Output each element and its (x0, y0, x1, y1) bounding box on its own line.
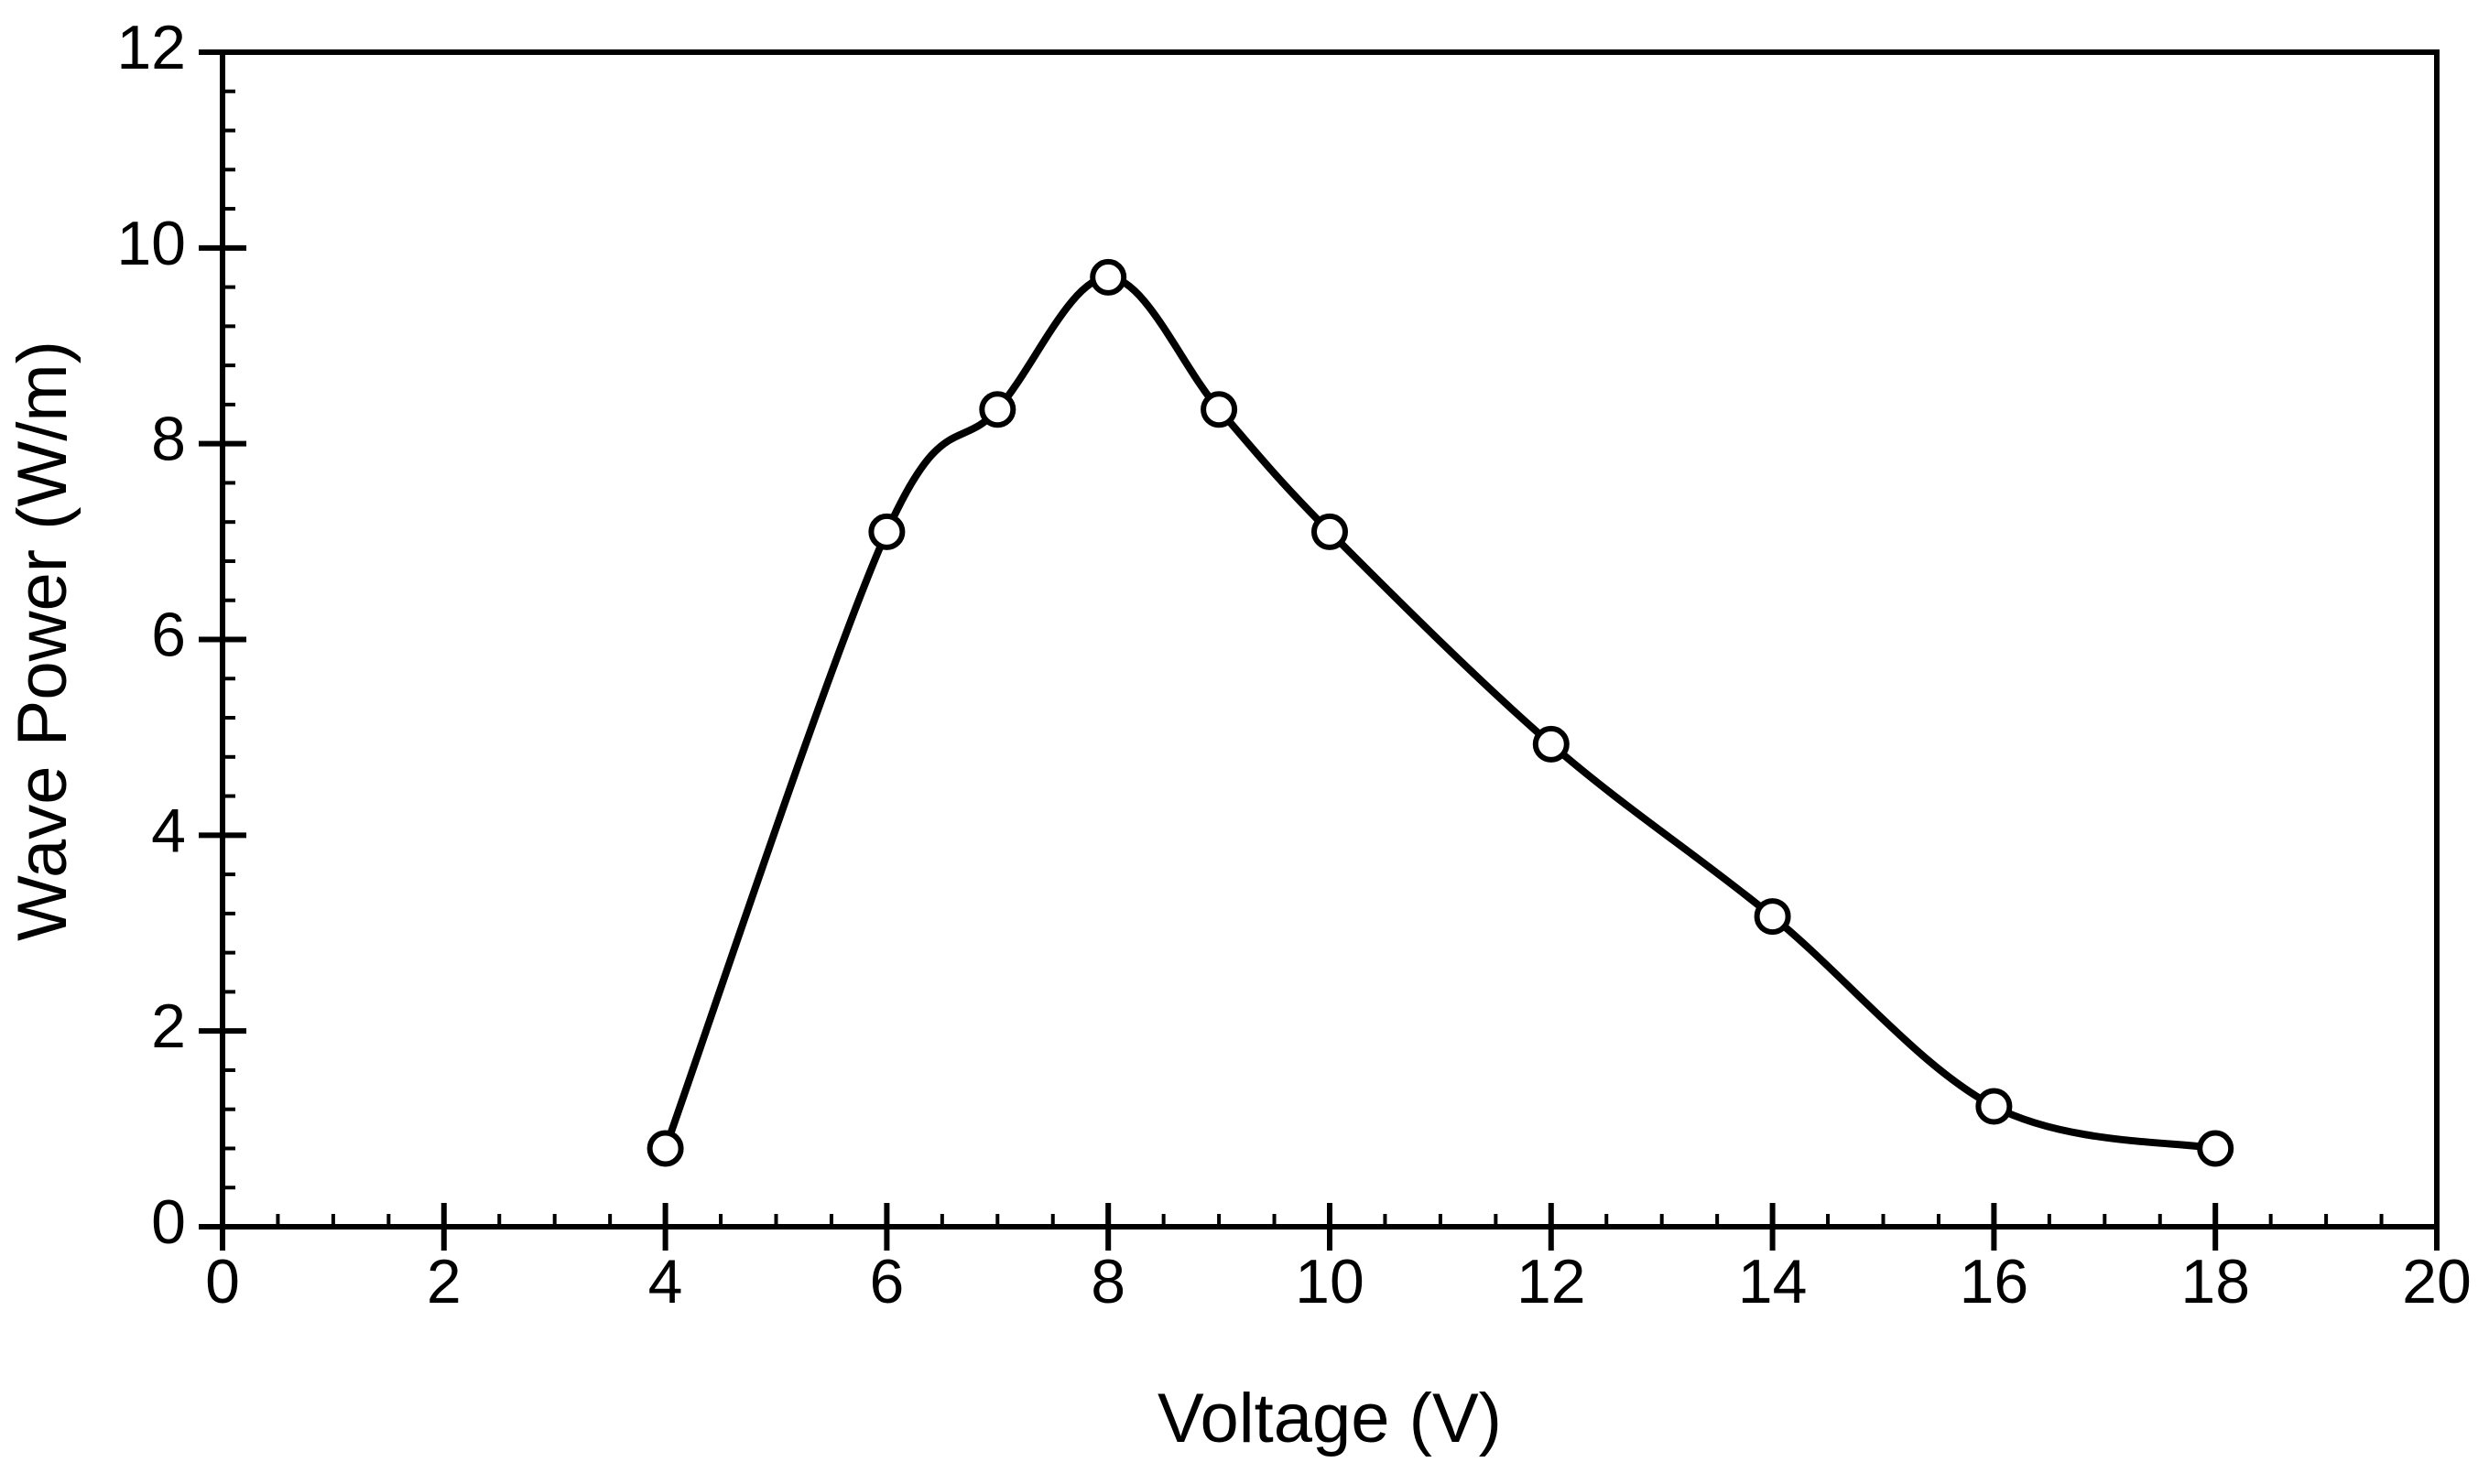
y-tick-label: 4 (151, 796, 186, 865)
data-line (661, 273, 2216, 1153)
x-tick-label: 8 (1091, 1247, 1125, 1316)
y-tick-label: 2 (151, 991, 186, 1061)
x-tick-label: 18 (2180, 1247, 2250, 1316)
data-point (1754, 898, 1791, 936)
x-tick-label: 0 (205, 1247, 240, 1316)
x-tick-label: 4 (648, 1247, 683, 1316)
y-axis-title: Wave Power (W/m) (4, 341, 82, 941)
x-tick-label: 10 (1295, 1247, 1364, 1316)
y-tick-label: 12 (116, 13, 186, 82)
plot-frame (220, 49, 2440, 1229)
x-tick-label: 20 (2402, 1247, 2472, 1316)
y-tick-label: 8 (151, 405, 186, 474)
x-tick-label: 2 (427, 1247, 462, 1316)
data-point (1532, 725, 1570, 763)
data-point (2197, 1130, 2234, 1167)
y-tick-label: 10 (116, 209, 186, 278)
x-tick-label: 6 (869, 1247, 904, 1316)
data-point (979, 391, 1016, 428)
y-tick-label: 0 (151, 1187, 186, 1257)
data-point (1975, 1088, 2013, 1125)
data-point (1311, 513, 1348, 550)
data-point (1090, 258, 1127, 296)
data-point (1201, 391, 1238, 428)
data-point (868, 513, 906, 550)
data-point (647, 1130, 684, 1167)
x-tick-label: 16 (1960, 1247, 2029, 1316)
x-tick-label: 14 (1738, 1247, 1808, 1316)
x-tick-label: 12 (1516, 1247, 1586, 1316)
y-tick-label: 6 (151, 600, 186, 669)
x-axis-title: Voltage (V) (1158, 1380, 1502, 1457)
